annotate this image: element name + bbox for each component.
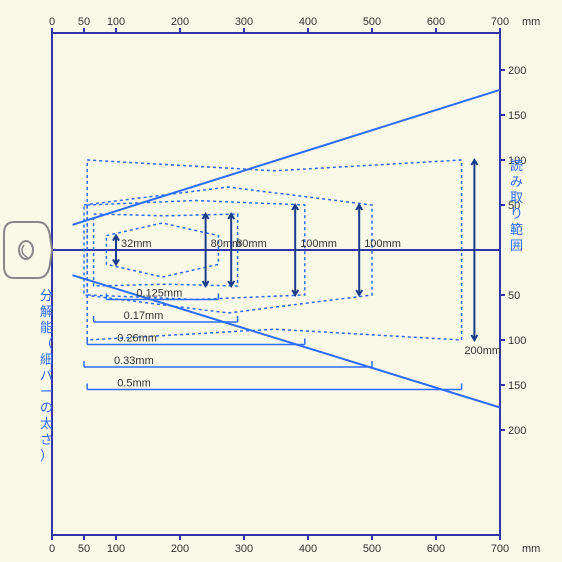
svg-text:100: 100 [508,335,526,347]
svg-text:範: 範 [510,222,523,237]
svg-text:の: の [40,400,53,415]
svg-text:500: 500 [363,543,381,555]
svg-text:mm: mm [522,543,540,555]
svg-text:400: 400 [299,16,317,28]
svg-text:0: 0 [49,543,55,555]
svg-text:0: 0 [49,16,55,28]
svg-text:32mm: 32mm [121,238,152,250]
svg-text:50: 50 [78,16,90,28]
svg-text:0.17mm: 0.17mm [124,310,164,322]
svg-text:0.5mm: 0.5mm [117,378,151,390]
svg-text:200: 200 [508,65,526,77]
svg-text:150: 150 [508,380,526,392]
svg-text:能: 能 [40,320,53,335]
svg-text:200: 200 [171,16,189,28]
svg-text:500: 500 [363,16,381,28]
svg-text:解: 解 [40,304,53,319]
svg-text:80mm: 80mm [236,238,267,250]
svg-text:400: 400 [299,543,317,555]
svg-text:150: 150 [508,110,526,122]
svg-text:100: 100 [107,16,125,28]
svg-text:0.26mm: 0.26mm [117,333,157,345]
svg-text:600: 600 [427,543,445,555]
svg-text:さ: さ [40,432,53,447]
svg-text:100mm: 100mm [300,238,337,250]
svg-text:（: （ [40,336,53,351]
svg-text:100mm: 100mm [364,238,401,250]
svg-text:囲: 囲 [510,238,523,253]
svg-text:み: み [510,174,523,189]
svg-text:700: 700 [491,543,509,555]
svg-text:分: 分 [40,288,53,303]
svg-text:）: ） [40,448,53,463]
svg-text:200: 200 [171,543,189,555]
svg-text:太: 太 [40,416,53,431]
svg-text:0.33mm: 0.33mm [114,355,154,367]
svg-text:取: 取 [510,190,523,205]
svg-text:100: 100 [107,543,125,555]
svg-text:細: 細 [40,352,53,367]
svg-text:300: 300 [235,543,253,555]
svg-text:り: り [510,206,523,221]
svg-text:mm: mm [522,16,540,28]
svg-text:700: 700 [491,16,509,28]
svg-text:200: 200 [508,425,526,437]
svg-text:50: 50 [78,543,90,555]
svg-text:50: 50 [508,290,520,302]
svg-text:600: 600 [427,16,445,28]
svg-text:ー: ー [40,384,53,399]
svg-text:0.125mm: 0.125mm [136,288,182,300]
svg-text:読: 読 [510,158,523,173]
svg-text:300: 300 [235,16,253,28]
depth-of-field-diagram: 0 0 50 50 100 100 200 200 300 300 400 400 500 500 600 6… [0,0,562,562]
svg-text:200mm: 200mm [464,345,501,357]
svg-text:バ: バ [40,368,53,383]
